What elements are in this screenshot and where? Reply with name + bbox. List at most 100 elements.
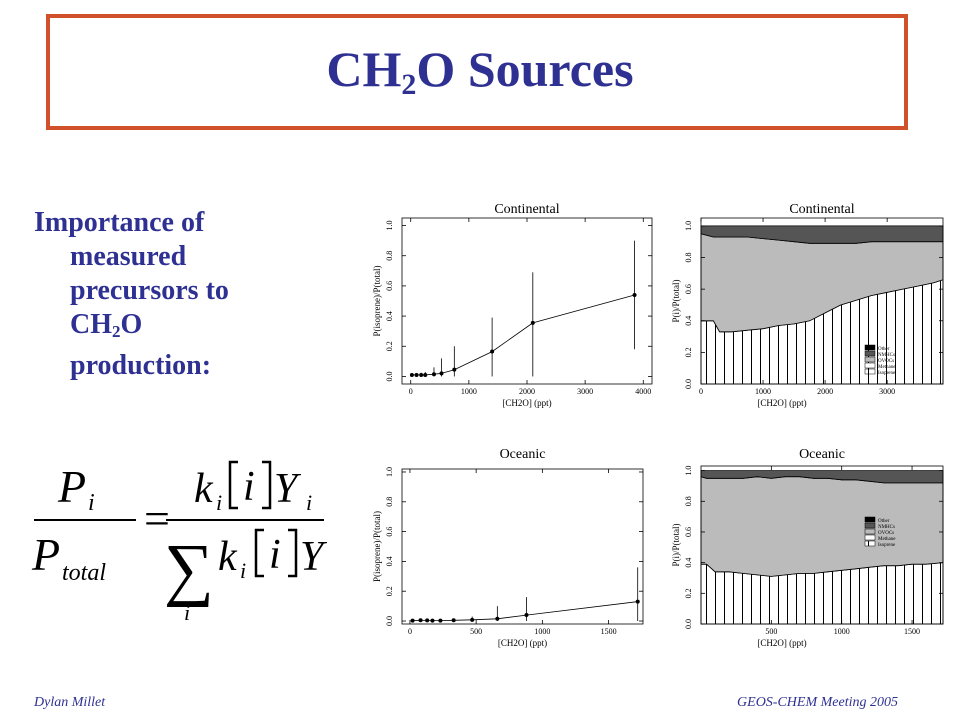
bullet-part: O xyxy=(120,309,143,340)
y-tick-label: 0.6 xyxy=(385,281,394,291)
x-tick-label: 500 xyxy=(470,627,482,636)
x-tick-label: 0 xyxy=(408,627,412,636)
y-tick-label: 0.2 xyxy=(684,588,693,598)
formula-num-Y: Y xyxy=(274,466,302,512)
legend-swatch-ovocs xyxy=(864,528,876,535)
formula-num-i: i xyxy=(243,464,255,510)
plot-frame xyxy=(700,465,944,625)
chart-title: Continental xyxy=(494,202,559,217)
title-frame-accent xyxy=(602,14,616,17)
x-tick-label: 3000 xyxy=(879,387,895,396)
data-point xyxy=(423,372,428,377)
y-tick-label: 0.0 xyxy=(385,616,394,626)
legend-swatch-methane xyxy=(864,534,876,541)
legend-label: OVOCs xyxy=(878,359,894,364)
title-part: CH xyxy=(326,41,402,97)
formula-den-k-sub: i xyxy=(240,558,246,583)
data-point xyxy=(452,367,457,372)
area-ovocs xyxy=(700,233,944,333)
x-axis-label: [CH2O] (ppt) xyxy=(502,398,551,408)
area-nmhcs xyxy=(700,470,944,484)
y-tick-label: 1.0 xyxy=(684,221,693,231)
chart-title: Oceanic xyxy=(799,447,845,462)
legend-label: Methane xyxy=(878,537,896,542)
formula-den-Y: Y xyxy=(300,534,328,580)
formula-num-brackets xyxy=(228,460,272,510)
x-tick-label: 1000 xyxy=(534,627,550,636)
data-point xyxy=(438,618,443,623)
series-line xyxy=(411,294,635,376)
data-point xyxy=(495,616,500,621)
area-isoprene xyxy=(700,562,944,625)
x-tick-label: 500 xyxy=(765,627,777,636)
y-tick-label: 0.0 xyxy=(385,371,394,381)
x-tick-label: 4000 xyxy=(635,387,651,396)
legend-swatch-isoprene xyxy=(864,540,876,547)
y-tick-label: 0.8 xyxy=(385,251,394,261)
data-point xyxy=(490,349,495,354)
bullet-subscript: 2 xyxy=(112,322,121,341)
area-isoprene xyxy=(700,279,944,385)
formula-sum: ∑ xyxy=(164,531,214,608)
data-point xyxy=(451,618,456,623)
chart-title: Oceanic xyxy=(500,447,546,462)
y-tick-label: 0.4 xyxy=(385,311,394,321)
legend-swatch-nmhcs xyxy=(864,522,876,529)
y-tick-label: 0.8 xyxy=(684,496,693,506)
chart-panel-0: Continental 0 1000 2000 3000 4000 0.0 0.2 0.4 0.6… xyxy=(372,202,653,408)
bullet-line: Importance of xyxy=(34,207,205,238)
bullet-line: precursors to xyxy=(70,275,229,306)
data-point xyxy=(410,618,415,623)
x-tick-label: 0 xyxy=(409,387,413,396)
bullet-line: production: xyxy=(70,350,212,381)
data-point xyxy=(470,617,475,622)
legend-label: Isoprene xyxy=(878,371,896,376)
legend-label: Methane xyxy=(878,365,896,370)
data-point xyxy=(414,372,419,377)
x-tick-label: 1500 xyxy=(601,627,617,636)
legend-swatch-nmhcs xyxy=(864,350,876,357)
y-tick-label: 0.2 xyxy=(385,341,394,351)
area-nmhcs xyxy=(700,225,944,244)
data-point xyxy=(632,292,637,297)
data-point xyxy=(425,618,430,623)
x-tick-label: 2000 xyxy=(519,387,535,396)
slide-title: CH2O Sources xyxy=(0,44,960,100)
formula-equals: = xyxy=(144,493,170,544)
y-tick-label: 0.8 xyxy=(385,497,394,507)
x-axis-label: [CH2O] (ppt) xyxy=(498,638,547,648)
y-tick-label: 0.2 xyxy=(684,347,693,357)
formula-lhs-den-sub: total xyxy=(62,560,106,586)
legend-swatch-other xyxy=(864,344,876,351)
formula-sum-sub: i xyxy=(184,600,190,622)
title-subscript: 2 xyxy=(401,68,417,101)
x-axis-label: [CH2O] (ppt) xyxy=(757,398,806,408)
footer-author: Dylan Millet xyxy=(34,695,106,710)
x-axis-label: [CH2O] (ppt) xyxy=(757,638,806,648)
footer-event: GEOS-CHEM Meeting 2005 xyxy=(737,695,898,710)
y-tick-label: 0.4 xyxy=(684,316,693,326)
legend-label: NMHCs xyxy=(878,525,895,530)
formula-den-brackets xyxy=(254,528,298,578)
title-frame xyxy=(46,14,908,130)
formula-lhs-num: P xyxy=(57,461,86,512)
x-tick-label: 3000 xyxy=(577,387,593,396)
data-point xyxy=(418,618,423,623)
series-line xyxy=(412,601,638,621)
formula-num-k-sub: i xyxy=(216,490,222,515)
x-tick-label: 2000 xyxy=(817,387,833,396)
y-tick-label: 0.2 xyxy=(385,586,394,596)
data-point xyxy=(439,371,444,376)
x-tick-label: 0 xyxy=(699,387,703,396)
x-tick-label: 1000 xyxy=(755,387,771,396)
y-tick-label: 1.0 xyxy=(684,466,693,476)
formula-num-k: k xyxy=(194,466,214,512)
legend-swatch-other xyxy=(864,516,876,523)
data-point xyxy=(409,372,414,377)
bullet-line: CH2O xyxy=(34,308,304,349)
y-tick-label: 0.8 xyxy=(684,253,693,263)
y-axis-label: P(isoprene)/P(total) xyxy=(372,266,382,337)
y-tick-label: 0.6 xyxy=(684,284,693,294)
bullet-part: CH xyxy=(70,309,112,340)
formula-lhs-den: P xyxy=(31,529,60,580)
